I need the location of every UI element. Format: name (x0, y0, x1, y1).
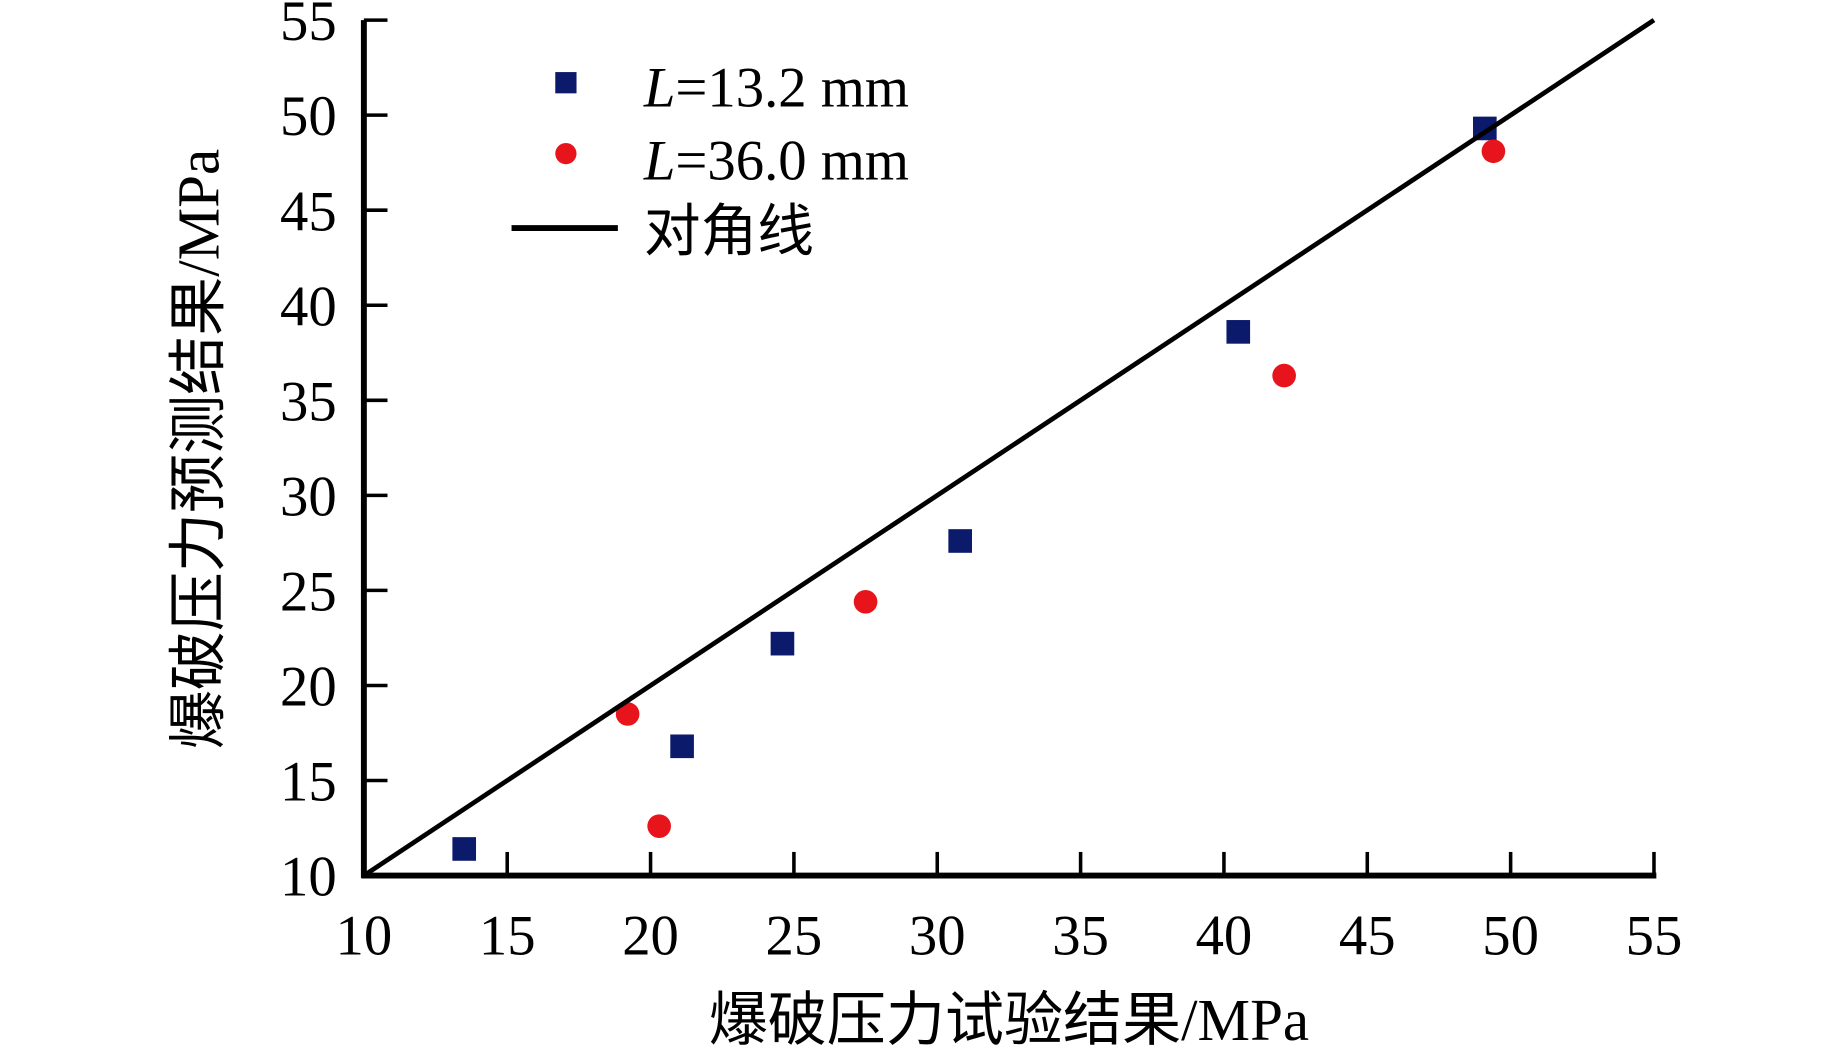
y-tick-label: 45 (280, 180, 337, 243)
data-point-circle (1272, 363, 1296, 388)
legend-marker-circle (555, 142, 577, 165)
diagonal-line (362, 18, 1656, 878)
y-tick-label: 55 (280, 0, 337, 53)
x-tick-label: 45 (1339, 905, 1396, 968)
x-tick-label: 30 (909, 905, 966, 968)
data-point-square (770, 631, 795, 656)
x-tick-label: 10 (336, 905, 393, 968)
x-tick-label: 15 (479, 905, 536, 968)
y-axis-label: 爆破压力预测结果/MPa (166, 149, 232, 750)
x-tick-label: 20 (622, 905, 679, 968)
x-axis-label: 爆破压力试验结果/MPa (709, 987, 1309, 1053)
y-tick-label: 25 (280, 560, 337, 623)
tick-labels: 10 15 20 25 30 35 40 45 50 55 10 15 20 25 30 35 40 45 50 55 (280, 0, 1682, 968)
x-tick-label: 50 (1482, 905, 1539, 968)
data-point-square (452, 837, 477, 861)
y-tick-label: 50 (280, 85, 337, 148)
x-tick-label: 55 (1626, 905, 1683, 968)
y-tick-label: 40 (280, 275, 337, 338)
y-tick-label: 20 (280, 656, 337, 719)
y-tick-label: 10 (280, 846, 337, 909)
data-point-square (1226, 320, 1251, 344)
data-point-circle (1481, 139, 1506, 164)
legend-label-diagonal: 对角线 (644, 200, 814, 263)
legend-label-series-1: L=13.2 mm (643, 56, 909, 119)
data-point-square (948, 529, 973, 553)
legend-label-series-2: L=36.0 mm (643, 130, 909, 193)
x-tick-label: 35 (1052, 905, 1109, 968)
y-tick-label: 30 (280, 465, 337, 528)
data-point-circle (615, 702, 640, 726)
data-point-circle (647, 814, 671, 838)
plot-area (360, 18, 1657, 879)
data-point-square (670, 734, 694, 759)
legend-marker-square (555, 72, 577, 94)
x-tick-label: 40 (1196, 905, 1253, 968)
y-tick-label: 35 (280, 370, 337, 433)
legend: L=13.2 mm L=36.0 mm 对角线 (511, 56, 909, 264)
data-point-circle (853, 590, 878, 614)
y-tick-label: 15 (280, 751, 337, 814)
x-tick-label: 25 (766, 905, 823, 968)
